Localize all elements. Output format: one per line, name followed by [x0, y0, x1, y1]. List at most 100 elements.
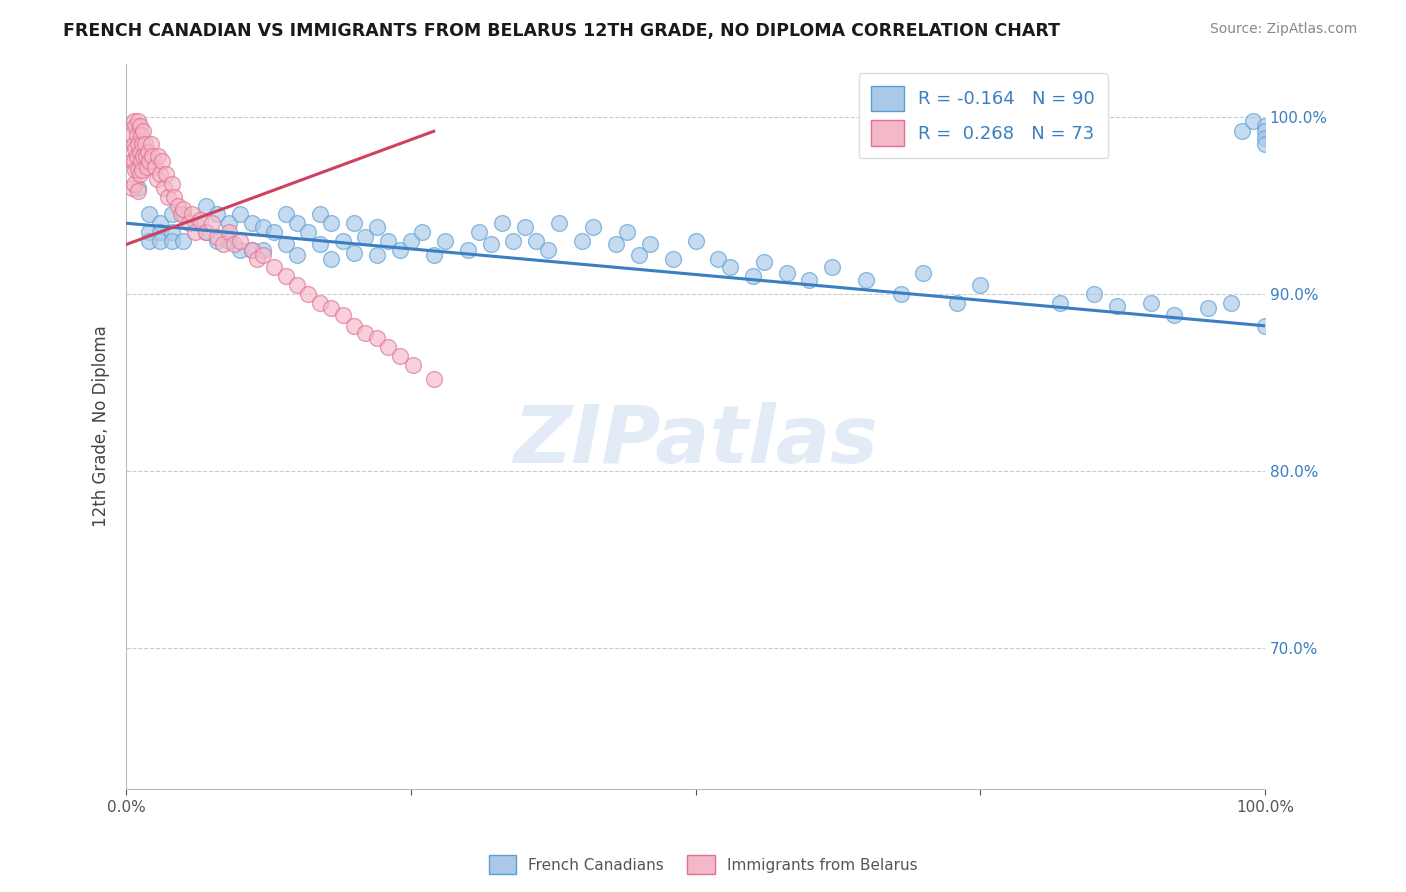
Text: Source: ZipAtlas.com: Source: ZipAtlas.com: [1209, 22, 1357, 37]
Point: [752, 255, 775, 269]
Point: [149, 234, 172, 248]
Point: [912, 266, 935, 280]
Point: [135, 149, 157, 163]
Point: [229, 207, 252, 221]
Y-axis label: 12th Grade, No Diploma: 12th Grade, No Diploma: [93, 326, 110, 527]
Point: [263, 225, 285, 239]
Point: [141, 149, 163, 163]
Point: [285, 278, 308, 293]
Point: [172, 207, 194, 221]
Point: [524, 234, 547, 248]
Point: [343, 216, 366, 230]
Point: [141, 136, 163, 151]
Point: [1254, 136, 1277, 151]
Legend: French Canadians, Immigrants from Belarus: French Canadians, Immigrants from Belaru…: [482, 849, 924, 880]
Point: [1243, 113, 1265, 128]
Point: [536, 243, 558, 257]
Point: [399, 234, 422, 248]
Point: [354, 326, 377, 340]
Point: [491, 216, 513, 230]
Point: [207, 234, 229, 248]
Point: [582, 219, 605, 234]
Point: [149, 216, 172, 230]
Point: [411, 225, 433, 239]
Point: [343, 318, 366, 333]
Text: FRENCH CANADIAN VS IMMIGRANTS FROM BELARUS 12TH GRADE, NO DIPLOMA CORRELATION CH: FRENCH CANADIAN VS IMMIGRANTS FROM BELAR…: [63, 22, 1060, 40]
Point: [125, 128, 148, 142]
Point: [638, 237, 661, 252]
Point: [605, 237, 627, 252]
Point: [252, 248, 274, 262]
Point: [1219, 295, 1241, 310]
Point: [148, 149, 170, 163]
Point: [1049, 295, 1071, 310]
Point: [799, 273, 821, 287]
Point: [1254, 119, 1277, 133]
Point: [1105, 299, 1128, 313]
Point: [1230, 124, 1253, 138]
Point: [138, 234, 160, 248]
Point: [332, 308, 354, 322]
Point: [132, 149, 155, 163]
Point: [170, 207, 193, 221]
Point: [741, 269, 763, 284]
Point: [285, 216, 308, 230]
Point: [160, 234, 183, 248]
Point: [1197, 301, 1219, 315]
Point: [422, 248, 444, 262]
Point: [127, 136, 149, 151]
Point: [1254, 131, 1277, 145]
Point: [240, 243, 263, 257]
Point: [513, 219, 536, 234]
Point: [121, 154, 143, 169]
Point: [627, 248, 650, 262]
Point: [707, 252, 730, 266]
Point: [571, 234, 593, 248]
Point: [252, 243, 274, 257]
Point: [122, 154, 145, 169]
Point: [308, 207, 330, 221]
Point: [129, 154, 152, 169]
Point: [548, 216, 571, 230]
Point: [969, 278, 991, 293]
Point: [218, 234, 240, 248]
Point: [149, 225, 172, 239]
Point: [889, 287, 911, 301]
Point: [946, 295, 969, 310]
Point: [153, 181, 176, 195]
Point: [132, 124, 155, 138]
Point: [422, 372, 444, 386]
Point: [321, 252, 343, 266]
Point: [122, 113, 145, 128]
Point: [129, 128, 152, 142]
Point: [855, 273, 877, 287]
Point: [160, 178, 183, 192]
Point: [207, 207, 229, 221]
Point: [135, 160, 157, 174]
Point: [468, 225, 491, 239]
Point: [218, 216, 240, 230]
Point: [207, 230, 229, 244]
Text: ZIPatlas: ZIPatlas: [513, 402, 879, 480]
Point: [246, 252, 269, 266]
Point: [718, 260, 741, 275]
Point: [127, 113, 149, 128]
Point: [229, 234, 252, 248]
Point: [218, 225, 240, 239]
Point: [124, 163, 146, 178]
Point: [821, 260, 844, 275]
Point: [240, 216, 263, 230]
Point: [138, 225, 160, 239]
Point: [125, 149, 148, 163]
Point: [163, 190, 186, 204]
Point: [388, 243, 411, 257]
Point: [195, 198, 218, 212]
Point: [177, 216, 200, 230]
Legend: R = -0.164   N = 90, R =  0.268   N = 73: R = -0.164 N = 90, R = 0.268 N = 73: [859, 73, 1108, 159]
Point: [124, 119, 146, 133]
Point: [321, 301, 343, 315]
Point: [434, 234, 457, 248]
Point: [166, 198, 188, 212]
Point: [343, 246, 366, 260]
Point: [252, 219, 274, 234]
